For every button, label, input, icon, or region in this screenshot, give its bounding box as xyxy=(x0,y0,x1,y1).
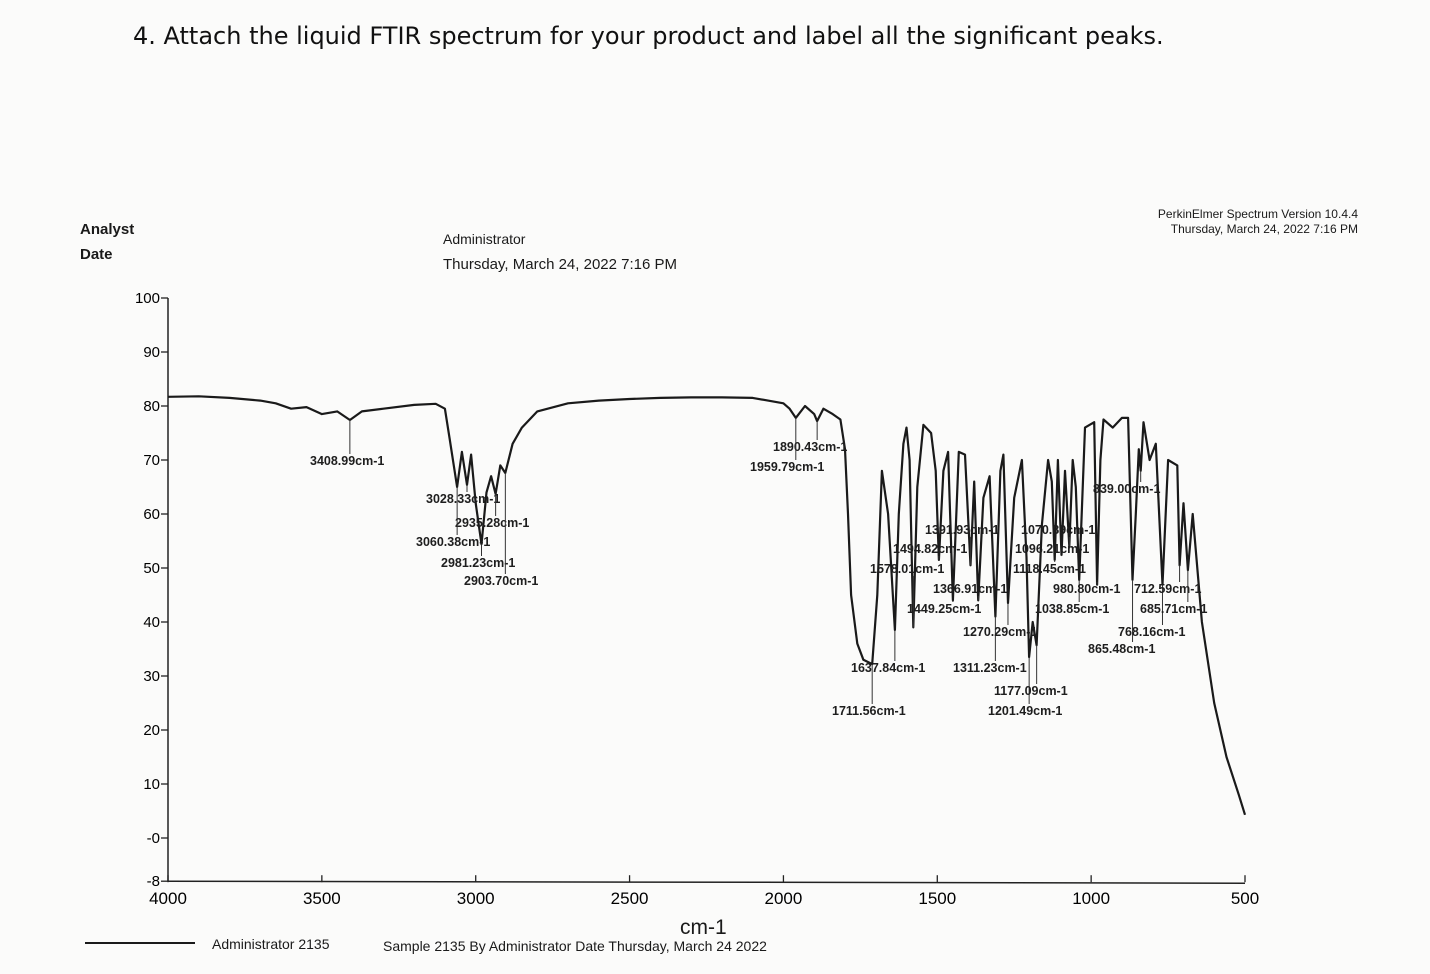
x-tick-label: 3000 xyxy=(457,889,495,908)
peak-label: 865.48cm-1 xyxy=(1088,642,1155,656)
x-tick-label: 2000 xyxy=(765,889,803,908)
question-text: 4. Attach the liquid FTIR spectrum for y… xyxy=(133,22,1164,50)
peak-label: 1270.29cm-1 xyxy=(963,625,1037,639)
peak-label: 3060.38cm-1 xyxy=(416,535,490,549)
peak-label: 1177.09cm-1 xyxy=(994,684,1068,698)
x-axis xyxy=(167,880,1246,884)
peak-label: 1391.93cm-1 xyxy=(925,523,999,537)
peak-label: 2981.23cm-1 xyxy=(441,556,515,570)
legend-line xyxy=(85,942,195,944)
sample-description: Sample 2135 By Administrator Date Thursd… xyxy=(383,938,767,954)
x-tick-label: 1000 xyxy=(1072,889,1110,908)
peak-label: 768.16cm-1 xyxy=(1118,625,1185,639)
date-label: Date xyxy=(80,246,113,263)
y-tick-label: 40 xyxy=(143,614,160,631)
peak-label: 685.71cm-1 xyxy=(1140,602,1207,616)
peak-label: 1449.25cm-1 xyxy=(907,602,981,616)
y-tick-label: 20 xyxy=(143,722,160,739)
peak-label: 2903.70cm-1 xyxy=(464,574,538,588)
peak-label: 1890.43cm-1 xyxy=(773,440,847,454)
x-tick-label: 3500 xyxy=(303,889,341,908)
y-tick-label: 80 xyxy=(143,398,160,415)
peak-label: 1038.85cm-1 xyxy=(1035,602,1109,616)
y-tick-label: 30 xyxy=(143,668,160,685)
legend-name: Administrator 2135 xyxy=(212,936,330,952)
peak-label: 2935.28cm-1 xyxy=(455,516,529,530)
peak-label: 1494.82cm-1 xyxy=(893,542,967,556)
peak-label: 1578.01cm-1 xyxy=(870,562,944,576)
peak-label: 1118.45cm-1 xyxy=(1013,562,1086,576)
x-tick-label: 2500 xyxy=(611,889,649,908)
peak-label: 1959.79cm-1 xyxy=(750,460,824,474)
peak-label: 1096.21cm-1 xyxy=(1015,542,1089,556)
y-tick-label: 50 xyxy=(143,560,160,577)
peak-label: 1711.56cm-1 xyxy=(832,704,906,718)
x-tick-label: 500 xyxy=(1231,889,1259,908)
analyst-label: Analyst xyxy=(80,221,135,238)
x-tick-label: 1500 xyxy=(918,889,956,908)
y-tick-label: -8 xyxy=(147,873,160,890)
y-tick-label: 90 xyxy=(143,344,160,361)
peak-label: 980.80cm-1 xyxy=(1053,582,1120,596)
peak-label: 1366.91cm-1 xyxy=(933,582,1007,596)
peak-label: 3408.99cm-1 xyxy=(310,454,384,468)
peak-label: 1637.84cm-1 xyxy=(851,661,925,675)
y-tick-label: 100 xyxy=(135,290,160,307)
y-tick-label: 70 xyxy=(143,452,160,469)
peak-label: 1201.49cm-1 xyxy=(988,704,1062,718)
date-value: Thursday, March 24, 2022 7:16 PM xyxy=(443,256,678,273)
peak-label: 3028.33cm-1 xyxy=(426,492,500,506)
peak-label: 712.59cm-1 xyxy=(1134,582,1201,596)
software-date: Thursday, March 24, 2022 7:16 PM xyxy=(1170,222,1358,236)
peak-label: 1311.23cm-1 xyxy=(953,661,1027,675)
y-tick-label: 10 xyxy=(143,776,160,793)
x-tick-label: 4000 xyxy=(149,889,187,908)
software-version: PerkinElmer Spectrum Version 10.4.4 xyxy=(1157,207,1358,221)
y-tick-label: 60 xyxy=(143,506,160,523)
y-tick-label: -0 xyxy=(147,830,160,847)
analyst-value: Administrator xyxy=(443,231,526,247)
x-axis-label: cm-1 xyxy=(680,916,727,939)
spectrum-line xyxy=(167,395,1247,816)
peak-label: 1070.89cm-1 xyxy=(1021,523,1095,537)
peak-label: 839.00cm-1 xyxy=(1093,482,1160,496)
